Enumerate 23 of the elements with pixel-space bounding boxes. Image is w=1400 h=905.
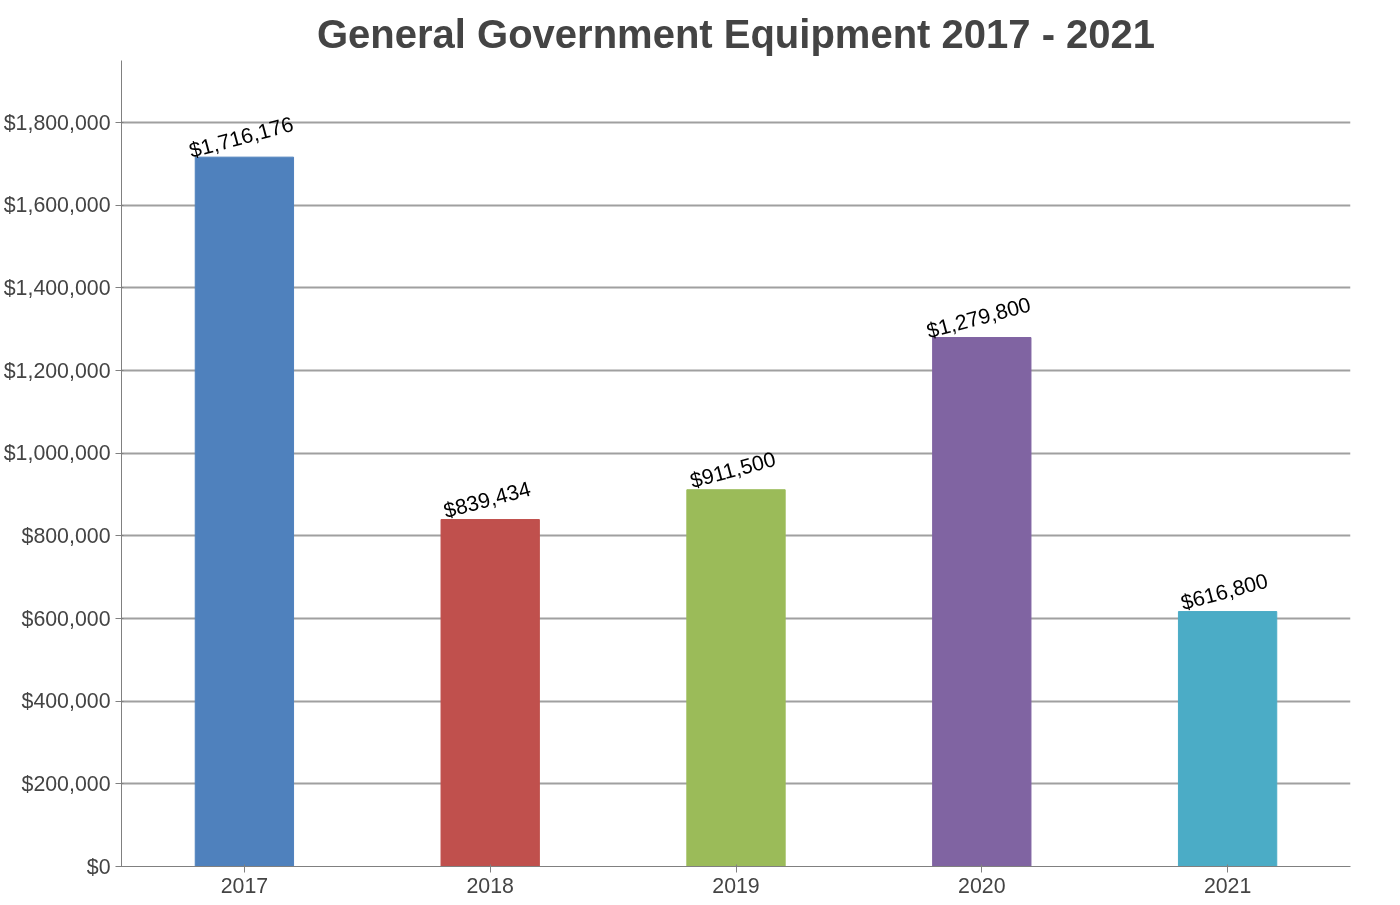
- y-tick-label: $800,000: [21, 523, 111, 548]
- y-tick-label: $200,000: [21, 771, 111, 796]
- y-tick-label: $1,400,000: [3, 275, 111, 300]
- y-tick-label: $600,000: [21, 606, 111, 631]
- bar: [440, 519, 540, 867]
- x-tick-label: 2021: [1203, 873, 1252, 898]
- y-tick-label: $1,600,000: [3, 193, 111, 218]
- x-tick-label: 2020: [958, 873, 1006, 898]
- bar: [194, 156, 295, 867]
- y-tick-label: $1,000,000: [3, 441, 111, 466]
- data-label: $616,800: [1178, 568, 1271, 616]
- x-tick-label: 2018: [466, 873, 514, 898]
- y-tick-label: $1,200,000: [3, 358, 111, 383]
- y-tick-label: $1,800,000: [3, 110, 111, 135]
- chart-title: General Government Equipment 2017 - 2021: [316, 11, 1156, 56]
- bar: [686, 489, 786, 867]
- x-tick-label: 2017: [220, 873, 269, 898]
- bar: [932, 337, 1032, 867]
- x-tick-label: 2019: [712, 873, 760, 898]
- data-label: $839,434: [441, 476, 534, 523]
- bar: [1177, 611, 1278, 867]
- y-tick-label: $0: [86, 854, 111, 879]
- y-tick-label: $400,000: [21, 689, 111, 714]
